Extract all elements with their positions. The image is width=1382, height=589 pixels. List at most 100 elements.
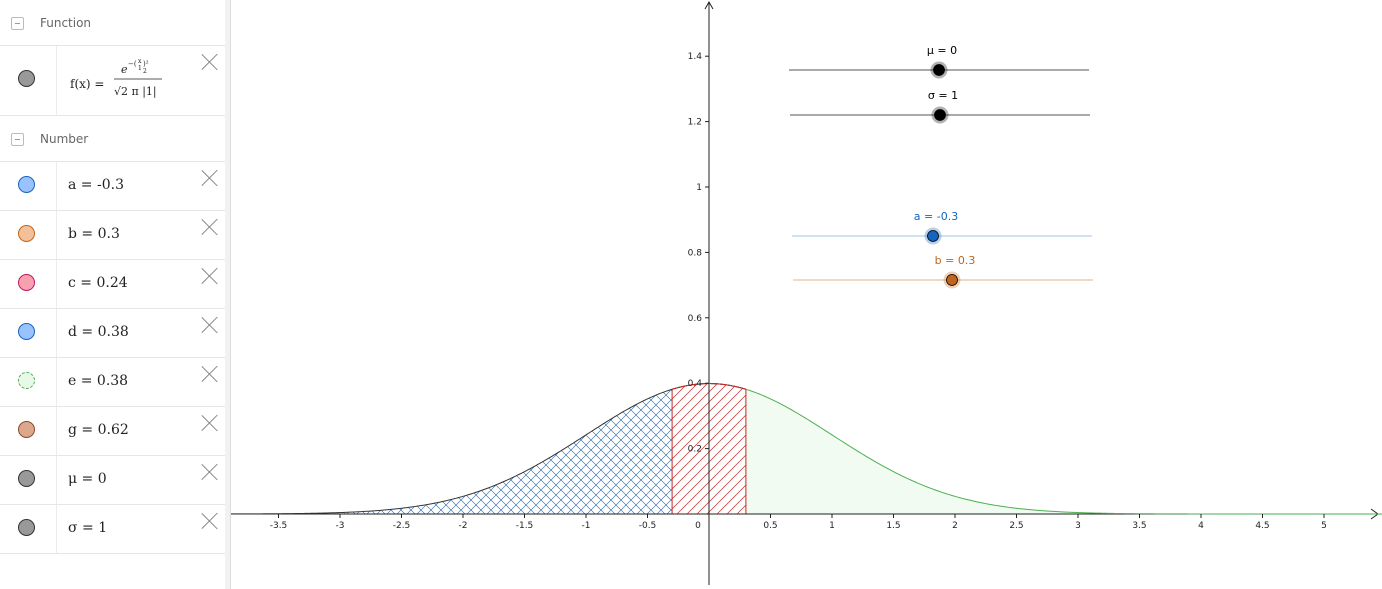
visibility-marble-e[interactable] [18,372,35,389]
delete-sigma-icon[interactable] [201,512,219,530]
function-group-title: Function [40,16,92,30]
slider-knob-a[interactable] [927,230,939,242]
marble-column [0,162,57,210]
number-text-e[interactable]: e = 0.38 [68,373,129,389]
y-tick-label: 0.2 [688,445,702,455]
marble-column [0,358,57,406]
formula-graphic: f(x) = e −( x 1 )² 2 √2 π |1| [70,58,162,99]
number-item-g[interactable]: g = 0.62 [0,407,225,456]
formula-exp-denom: 1 [138,65,142,72]
delete-f-icon[interactable] [201,53,219,71]
slider-label-sigma: σ = 1 [928,89,958,102]
y-tick-label: 0.4 [688,379,703,389]
y-axis-arrow [704,0,714,10]
collapse-function-group-button[interactable] [11,17,24,30]
graphics-view[interactable]: -3.5 -3 -2.5 -2 -1.5 -1 -0.5 0 0.5 1 1.5 2 2.5 3 3.5 4 4… [231,0,1382,589]
delete-mu-icon[interactable] [201,463,219,481]
number-text-sigma[interactable]: σ = 1 [68,520,108,536]
delete-c-icon[interactable] [201,267,219,285]
number-text-b[interactable]: b = 0.3 [68,226,120,242]
x-tick-label: -2.5 [393,521,411,531]
slider-label-b: b = 0.3 [935,254,976,267]
formula-exp-over: 2 [143,68,147,75]
formula-denominator: √2 π |1| [114,85,157,99]
y-tick-label: 1.4 [688,52,703,62]
number-item-a[interactable]: a = -0.3 [0,162,225,211]
formula-e: e [121,63,128,76]
number-item-c[interactable]: c = 0.24 [0,260,225,309]
formula-exp-numer: x [138,58,142,65]
collapse-number-group-button[interactable] [11,133,24,146]
number-text-a[interactable]: a = -0.3 [68,177,124,193]
x-tick-label: -0.5 [639,521,657,531]
panel-resize-handle[interactable] [225,0,231,589]
number-text-d[interactable]: d = 0.38 [68,324,129,340]
marble-column [0,309,57,357]
slider-label-mu: μ = 0 [927,44,957,57]
x-tick-label: 1.5 [886,521,900,531]
function-f-formula[interactable]: f(x) = e −( x 1 )² 2 √2 π |1| [70,58,180,107]
x-tick-label: 5 [1321,521,1327,531]
slider-knob-mu[interactable] [933,64,945,76]
visibility-marble-sigma[interactable] [18,519,35,536]
y-tick-label: 0.8 [688,248,703,258]
number-group-header[interactable]: Number [0,116,225,162]
x-tick-label: 0.5 [763,521,777,531]
formula-exponent-open: −( [128,60,137,68]
marble-column [0,260,57,308]
y-tick-label: 1 [696,183,702,193]
visibility-marble-c[interactable] [18,274,35,291]
visibility-marble-mu[interactable] [18,470,35,487]
delete-a-icon[interactable] [201,169,219,187]
number-item-b[interactable]: b = 0.3 [0,211,225,260]
function-f-curve-right[interactable] [745,388,1382,515]
slider-label-a: a = -0.3 [914,210,958,223]
number-item-mu[interactable]: μ = 0 [0,456,225,505]
delete-d-icon[interactable] [201,316,219,334]
x-tick-label: 4 [1198,521,1204,531]
function-f-item[interactable]: f(x) = e −( x 1 )² 2 √2 π |1| [0,46,225,116]
x-tick-label: 1 [829,521,835,531]
delete-g-icon[interactable] [201,414,219,432]
visibility-marble-b[interactable] [18,225,35,242]
number-group-title: Number [40,132,89,146]
area-left-of-a [231,389,673,514]
x-tick-label: 2 [952,521,958,531]
x-tick-label: -3 [336,521,345,531]
x-tick-label: -2 [459,521,468,531]
number-text-g[interactable]: g = 0.62 [68,422,129,438]
area-right-of-b [745,389,1382,514]
visibility-marble-f[interactable] [18,70,35,87]
function-group-header[interactable]: Function [0,0,225,46]
number-list: a = -0.3 b = 0.3 c = 0.24 d = 0.38 e = 0.38 g… [0,162,225,554]
x-tick-label: 2.5 [1009,521,1023,531]
function-f-curve[interactable] [231,383,747,515]
delete-e-icon[interactable] [201,365,219,383]
y-tick-label: 1.2 [688,118,702,128]
x-tick-label: 3.5 [1132,521,1146,531]
delete-b-icon[interactable] [201,218,219,236]
x-tick-label: 3 [1075,521,1081,531]
visibility-marble-a[interactable] [18,176,35,193]
visibility-marble-d[interactable] [18,323,35,340]
slider-knob-sigma[interactable] [934,109,946,121]
algebra-view: Function f(x) = e −( x 1 )² 2 √2 π |1| N… [0,0,226,589]
formula-exponent-close: )² [143,60,149,68]
x-tick-label: 0 [695,521,701,531]
formula-lhs: f(x) = [70,77,104,91]
number-text-mu[interactable]: μ = 0 [68,471,107,487]
marble-column [0,46,57,115]
x-tick-label: -1.5 [516,521,534,531]
number-item-sigma[interactable]: σ = 1 [0,505,225,554]
x-tick-label: 4.5 [1255,521,1269,531]
marble-column [0,407,57,455]
marble-column [0,211,57,259]
x-tick-label: -1 [582,521,591,531]
visibility-marble-g[interactable] [18,421,35,438]
slider-knob-b[interactable] [946,274,958,286]
number-item-e[interactable]: e = 0.38 [0,358,225,407]
number-item-d[interactable]: d = 0.38 [0,309,225,358]
x-tick-label: -3.5 [270,521,288,531]
marble-column [0,505,57,553]
number-text-c[interactable]: c = 0.24 [68,275,128,291]
